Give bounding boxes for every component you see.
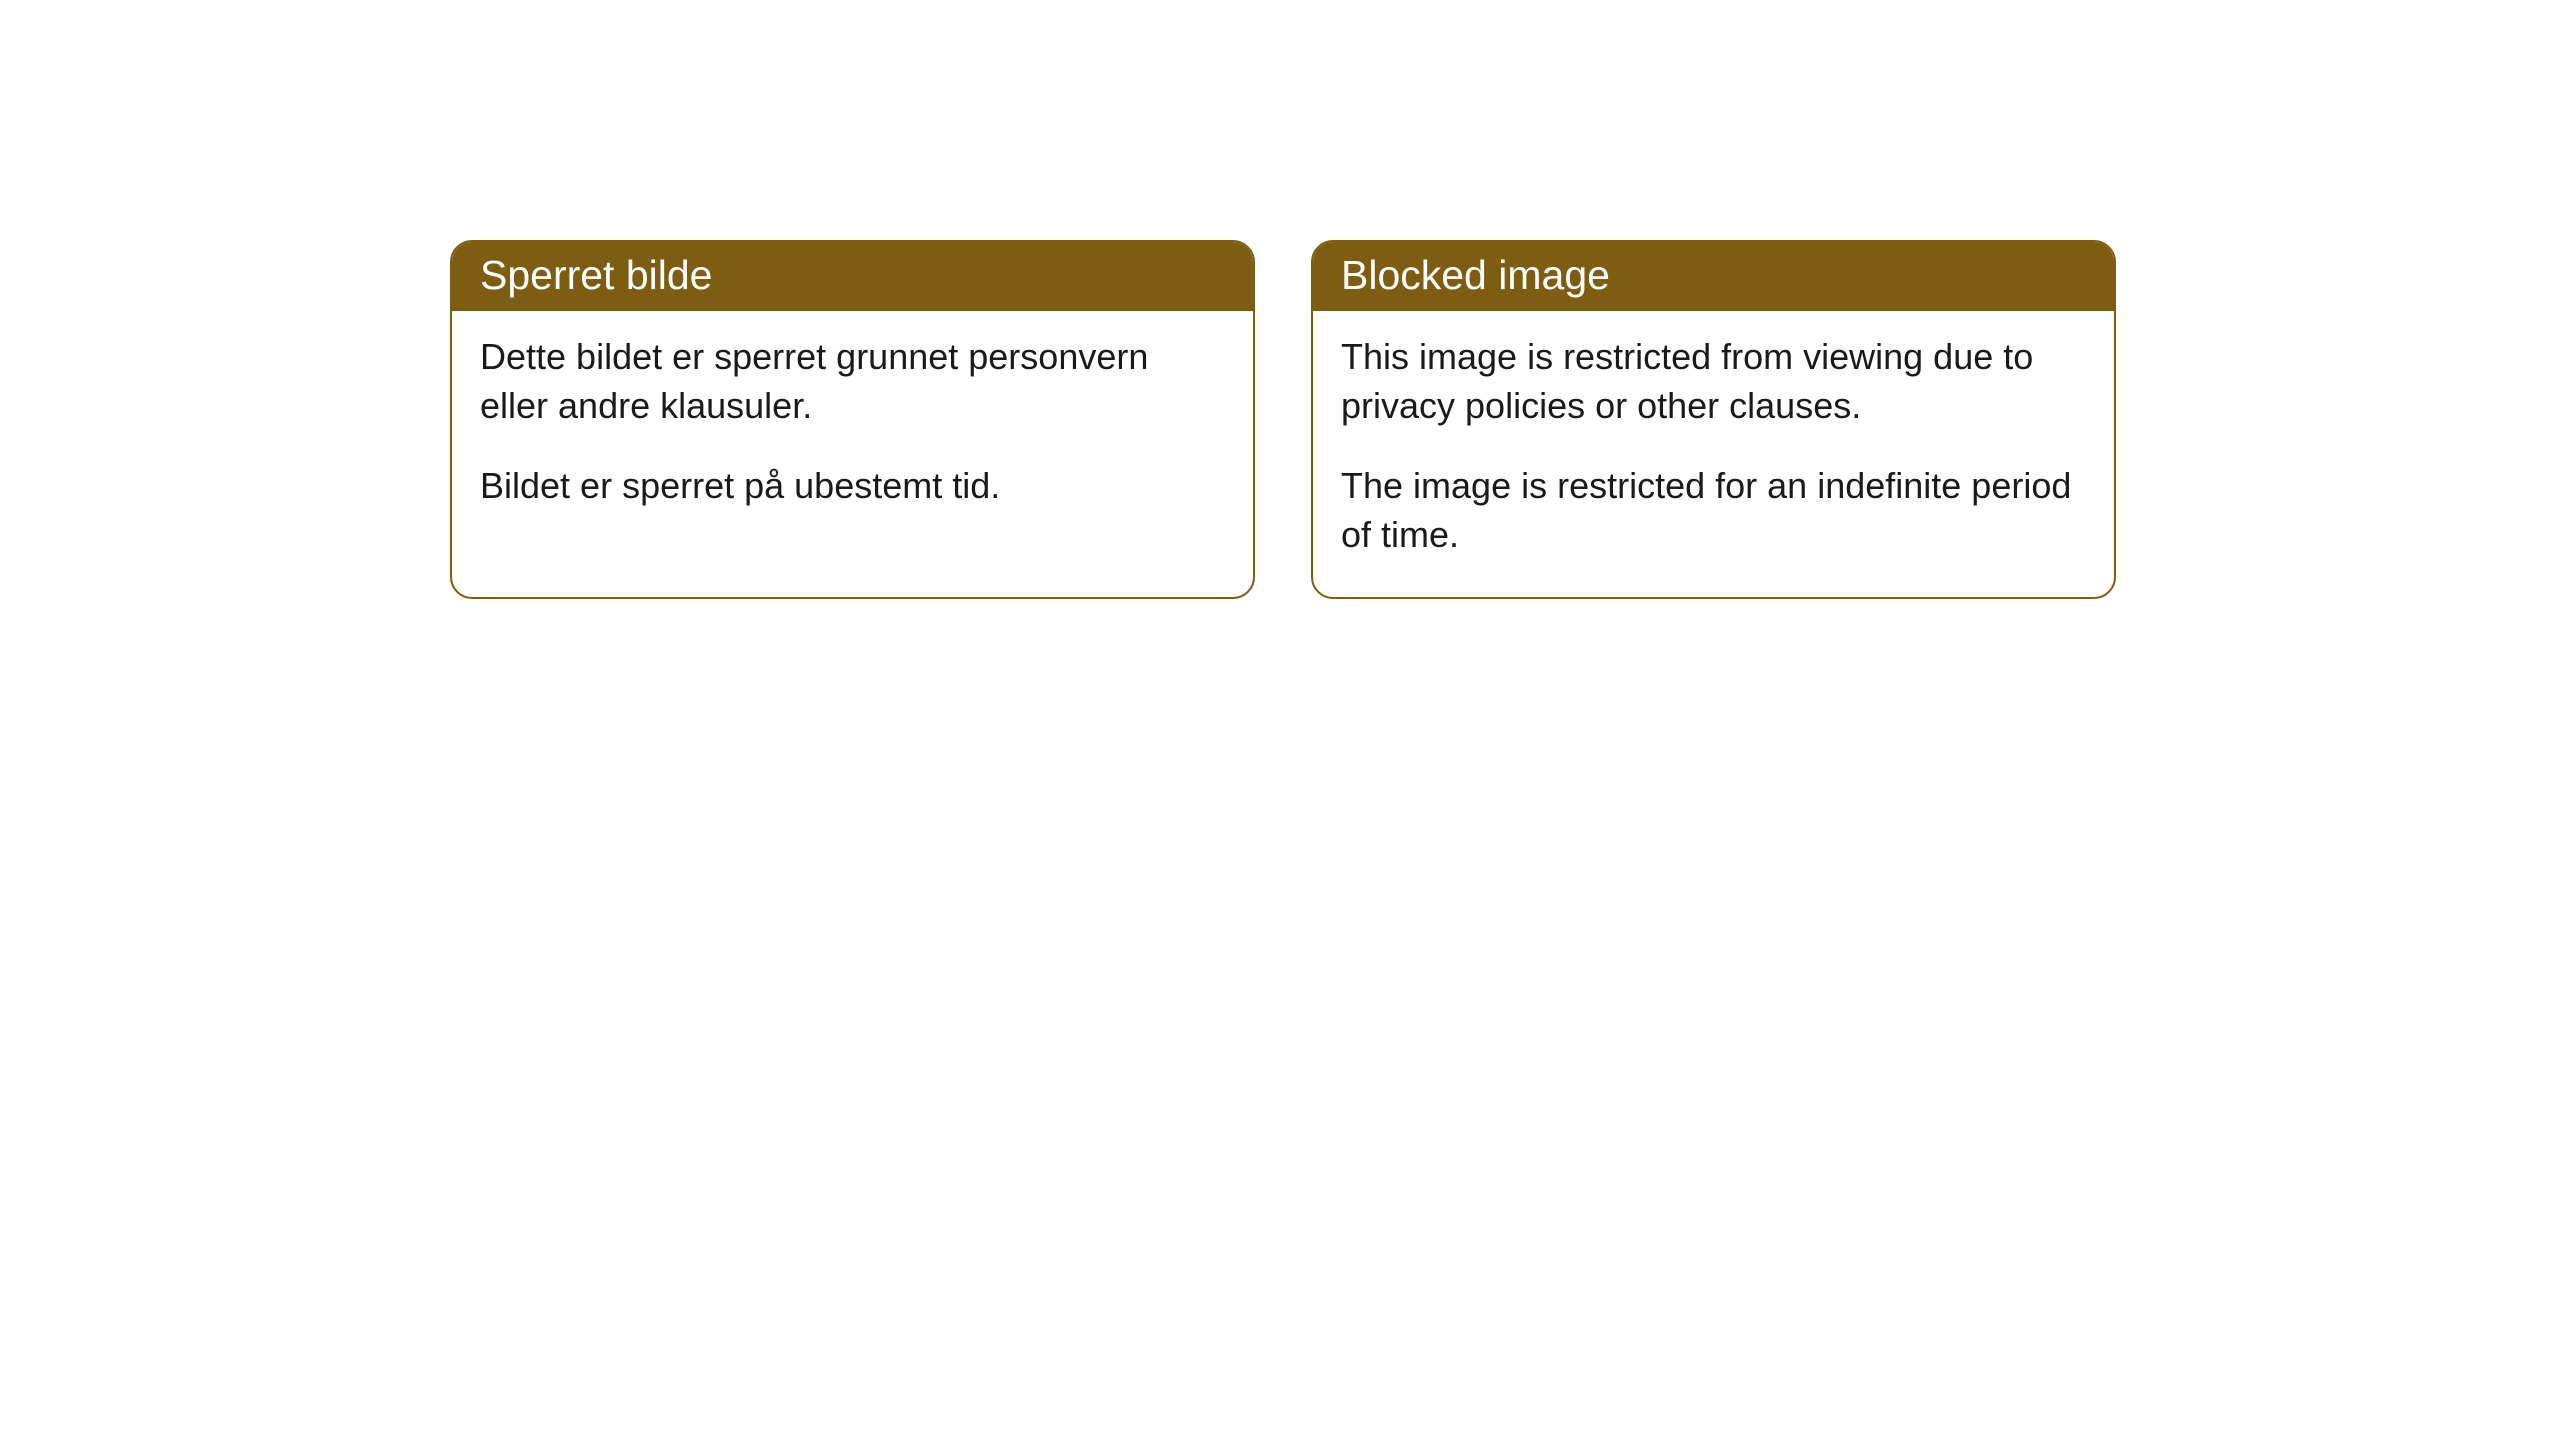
notice-text-1: Dette bildet er sperret grunnet personve… [480,333,1225,430]
card-header-english: Blocked image [1313,242,2114,311]
card-title: Sperret bilde [480,252,712,298]
card-header-norwegian: Sperret bilde [452,242,1253,311]
blocked-image-card-english: Blocked image This image is restricted f… [1311,240,2116,599]
notice-cards-container: Sperret bilde Dette bildet er sperret gr… [0,0,2560,599]
notice-text-2: Bildet er sperret på ubestemt tid. [480,462,1225,511]
blocked-image-card-norwegian: Sperret bilde Dette bildet er sperret gr… [450,240,1255,599]
card-body-norwegian: Dette bildet er sperret grunnet personve… [452,311,1253,549]
notice-text-1: This image is restricted from viewing du… [1341,333,2086,430]
notice-text-2: The image is restricted for an indefinit… [1341,462,2086,559]
card-title: Blocked image [1341,252,1610,298]
card-body-english: This image is restricted from viewing du… [1313,311,2114,597]
